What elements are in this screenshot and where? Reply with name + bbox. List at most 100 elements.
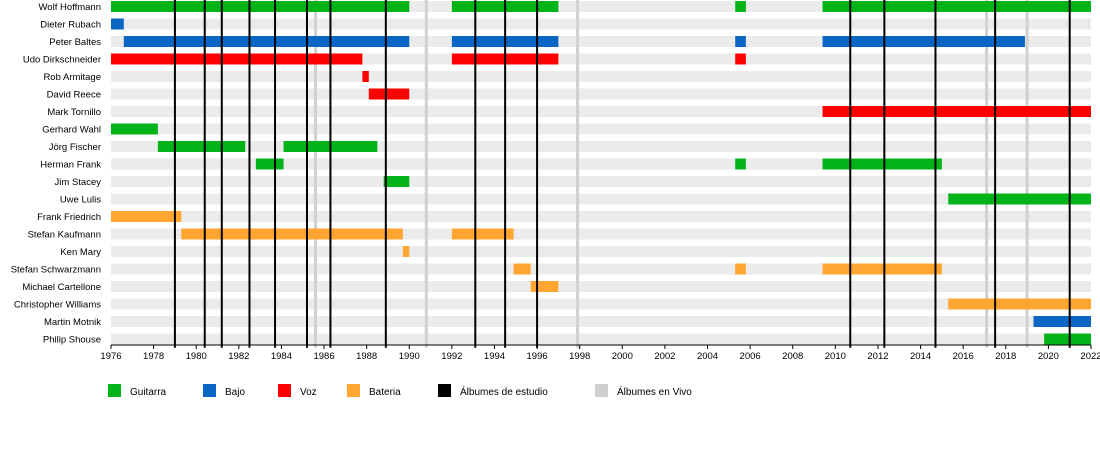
member-label: Frank Friedrich bbox=[37, 212, 101, 223]
studio-album-lines bbox=[173, 0, 1071, 348]
legend-swatch bbox=[595, 384, 608, 397]
x-tick-label: 1986 bbox=[313, 351, 334, 362]
row-stripe bbox=[111, 281, 1091, 292]
tenure-bar-vocals bbox=[111, 53, 363, 65]
member-label: Udo Dirkschneider bbox=[23, 55, 101, 66]
tenure-bar-drums bbox=[181, 228, 403, 240]
x-tick-label: 2010 bbox=[825, 351, 846, 362]
x-tick-label: 1990 bbox=[399, 351, 420, 362]
tenure-bar-vocals bbox=[368, 88, 410, 100]
row-stripe bbox=[111, 71, 1091, 82]
tenure-bar-guitar bbox=[111, 1, 410, 12]
x-tick-label: 2018 bbox=[995, 351, 1016, 362]
member-label: Martin Motnik bbox=[44, 317, 101, 328]
tenure-bar-guitar bbox=[383, 176, 410, 187]
legend-swatch bbox=[278, 384, 291, 397]
legend-swatch bbox=[108, 384, 121, 397]
tenure-bar-guitar bbox=[735, 1, 746, 12]
x-tick-label: 2020 bbox=[1038, 351, 1059, 362]
row-stripe bbox=[111, 36, 1091, 47]
x-tick-label: 1992 bbox=[441, 351, 462, 362]
tenure-bar-bass bbox=[123, 36, 410, 47]
member-label: Herman Frank bbox=[40, 160, 101, 171]
row-stripe bbox=[111, 123, 1091, 135]
legend-label: Álbumes en Vivo bbox=[617, 385, 692, 398]
tenure-bar-drums bbox=[111, 211, 182, 222]
member-label: Jörg Fischer bbox=[49, 142, 101, 153]
member-label: Gerhard Wahl bbox=[42, 125, 101, 136]
x-tick-label: 2004 bbox=[697, 351, 718, 362]
x-tick-label: 1980 bbox=[186, 351, 207, 362]
row-stripe bbox=[111, 333, 1091, 345]
member-labels: Wolf Hoffmann Dieter Rubach Peter Baltes Ud… bbox=[11, 2, 102, 346]
tenure-bar-drums bbox=[822, 263, 942, 275]
x-tick-label: 2014 bbox=[910, 351, 931, 362]
tenure-bar-vocals bbox=[362, 71, 369, 82]
tenure-bar-drums bbox=[948, 298, 1091, 310]
x-tick-label: 2002 bbox=[654, 351, 675, 362]
legend-label: Bateria bbox=[369, 387, 401, 398]
tenure-bar-vocals bbox=[735, 53, 746, 65]
tenure-bar-guitar bbox=[111, 123, 158, 135]
legend-label: Bajo bbox=[225, 387, 245, 398]
tenure-bar-guitar bbox=[255, 158, 284, 170]
member-label: Wolf Hoffmann bbox=[39, 2, 101, 13]
row-stripe bbox=[111, 211, 1091, 222]
tenure-bar-drums bbox=[451, 228, 514, 240]
member-label: Jim Stacey bbox=[55, 177, 102, 188]
x-tick-label: 2000 bbox=[612, 351, 633, 362]
member-label: Philip Shouse bbox=[43, 335, 101, 346]
row-stripe bbox=[111, 158, 1091, 170]
member-label: Mark Tornillo bbox=[47, 107, 101, 118]
x-tick-label: 1982 bbox=[228, 351, 249, 362]
tenure-bar-drums bbox=[735, 263, 746, 275]
row-stripe bbox=[111, 1, 1091, 12]
legend-label: Guitarra bbox=[130, 387, 167, 398]
legend-swatch bbox=[203, 384, 216, 397]
tenure-bar-vocals bbox=[822, 106, 1091, 117]
row-stripe bbox=[111, 246, 1091, 257]
member-label: Rob Armitage bbox=[43, 72, 101, 83]
member-label: Michael Cartellone bbox=[22, 282, 101, 293]
row-stripe bbox=[111, 106, 1091, 117]
x-tick-label: 1978 bbox=[143, 351, 164, 362]
tenure-bars bbox=[111, 1, 1091, 345]
tenure-bar-drums bbox=[530, 281, 559, 292]
x-tick-label: 1976 bbox=[100, 351, 121, 362]
row-stripe bbox=[111, 193, 1091, 205]
tenure-bar-guitar bbox=[822, 1, 1091, 12]
row-stripe bbox=[111, 298, 1091, 310]
x-tick-label: 1988 bbox=[356, 351, 377, 362]
x-tick-label: 1996 bbox=[527, 351, 548, 362]
row-stripe bbox=[111, 141, 1091, 152]
x-tick-label: 2008 bbox=[782, 351, 803, 362]
x-tick-label: 2016 bbox=[953, 351, 974, 362]
member-label: Ken Mary bbox=[60, 247, 101, 258]
x-tick-label: 2012 bbox=[867, 351, 888, 362]
tenure-bar-drums bbox=[402, 246, 410, 257]
x-axis: 1976 1978 1980 1982 1984 1986 1988 1990 1992 1994… bbox=[100, 344, 1100, 362]
row-stripe bbox=[111, 228, 1091, 240]
live-album-lines bbox=[314, 0, 1029, 348]
tenure-bar-guitar bbox=[1044, 333, 1091, 345]
member-label: David Reece bbox=[47, 90, 101, 101]
x-tick-label: 1998 bbox=[569, 351, 590, 362]
row-stripe bbox=[111, 263, 1091, 275]
row-backgrounds bbox=[111, 1, 1091, 345]
member-label: Uwe Lulis bbox=[60, 195, 101, 206]
x-tick-label: 2006 bbox=[740, 351, 761, 362]
row-stripe bbox=[111, 176, 1091, 187]
legend-label: Voz bbox=[300, 387, 317, 398]
tenure-bar-guitar bbox=[157, 141, 246, 152]
tenure-bar-drums bbox=[513, 263, 531, 275]
row-stripe bbox=[111, 18, 1091, 30]
x-tick-label: 1984 bbox=[271, 351, 292, 362]
legend: Guitarra Bajo Voz Bateria Álbumes de estudio… bbox=[108, 384, 692, 398]
member-label: Stefan Schwarzmann bbox=[11, 265, 101, 276]
tenure-bar-bass bbox=[735, 36, 746, 47]
tenure-bar-guitar bbox=[948, 193, 1091, 205]
member-label: Stefan Kaufmann bbox=[28, 230, 101, 241]
member-label: Peter Baltes bbox=[49, 37, 101, 48]
x-tick-label: 1994 bbox=[484, 351, 505, 362]
